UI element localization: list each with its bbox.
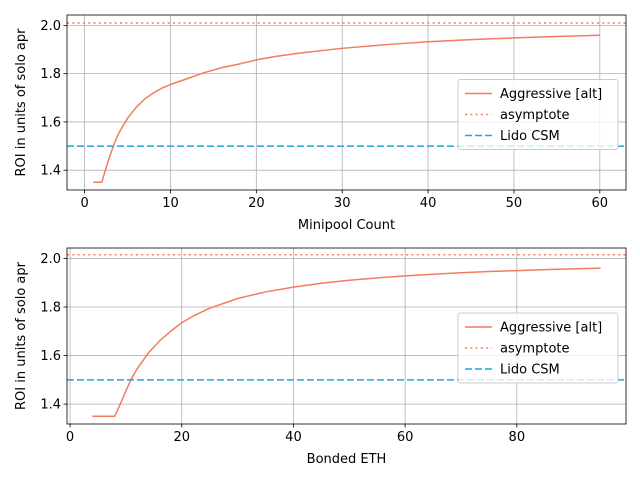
y-axis-label: ROI in units of solo apr: [14, 261, 29, 410]
x-tick-label: 60: [397, 430, 414, 445]
legend-label: asymptote: [500, 108, 570, 123]
legend-label: Lido CSM: [500, 363, 560, 378]
y-tick-label: 1.8: [40, 300, 61, 315]
axes-frame: [66, 247, 627, 425]
x-tick-label: 20: [173, 430, 190, 445]
legend-label: Aggressive [alt]: [500, 321, 602, 336]
x-tick-label: 60: [592, 196, 609, 211]
y-tick-label: 2.0: [40, 19, 61, 34]
legend: Aggressive [alt] asymptote Lido CSM: [457, 312, 619, 384]
legend: Aggressive [alt] asymptote Lido CSM: [457, 79, 619, 150]
series-line-aggressive-alt: [92, 267, 601, 417]
y-tick-label: 1.6: [40, 115, 61, 130]
x-axis-label: Bonded ETH: [307, 452, 387, 467]
x-tick-label: 10: [162, 196, 179, 211]
x-tick-label: 0: [66, 430, 74, 445]
legend-label: Aggressive [alt]: [500, 87, 602, 102]
chart-bottom: 0 20 40 60 80 1.4 1.6 1.8 2.0 Bonded ETH ROI in un…: [14, 247, 627, 467]
y-tick-label: 1.6: [40, 349, 61, 364]
y-axis-label: ROI in units of solo apr: [14, 28, 29, 177]
axes-frame: [66, 14, 627, 191]
x-tick-label: 80: [509, 430, 526, 445]
series-line-aggressive-alt: [93, 34, 600, 184]
y-tick-label: 1.4: [40, 398, 61, 413]
chart-top: 0 10 20 30 40 50 60 1.4 1.6 1.8 2.0 Minipool Count R…: [14, 14, 627, 233]
x-axis-label: Minipool Count: [298, 218, 395, 233]
legend-box: [457, 79, 619, 150]
x-tick-label: 30: [334, 196, 351, 211]
x-tick-label: 50: [506, 196, 523, 211]
legend-label: asymptote: [500, 342, 570, 357]
legend-box: [457, 312, 619, 384]
x-tick-label: 0: [80, 196, 88, 211]
x-tick-label: 40: [285, 430, 302, 445]
x-tick-label: 20: [248, 196, 265, 211]
legend-label: Lido CSM: [500, 129, 560, 144]
x-tick-label: 40: [420, 196, 437, 211]
y-tick-label: 1.4: [40, 164, 61, 179]
y-tick-label: 1.8: [40, 67, 61, 82]
y-tick-label: 2.0: [40, 252, 61, 267]
